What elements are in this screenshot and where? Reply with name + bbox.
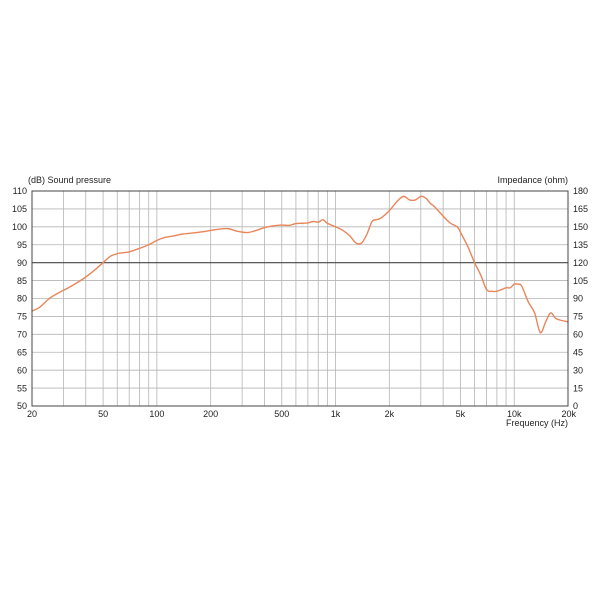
x-axis-tick-label: 1k <box>331 409 341 419</box>
right-axis-tick-label: 105 <box>573 276 588 286</box>
left-axis-tick-label: 100 <box>12 222 27 232</box>
x-axis-tick-label: 20 <box>27 409 37 419</box>
right-axis-tick-label: 15 <box>573 383 583 393</box>
x-axis-tick-label: 500 <box>274 409 289 419</box>
left-axis-label: (dB) Sound pressure <box>28 175 111 185</box>
x-axis-tick-label: 2k <box>385 409 395 419</box>
left-axis-tick-label: 50 <box>17 401 27 411</box>
right-axis-tick-label: 120 <box>573 258 588 268</box>
curve-layer <box>31 195 569 334</box>
right-axis-tick-label: 180 <box>573 186 588 196</box>
right-axis-tick-label: 45 <box>573 347 583 357</box>
x-axis-tick-label: 100 <box>149 409 164 419</box>
x-axis-tick-label: 50 <box>98 409 108 419</box>
left-axis-tick-label: 65 <box>17 347 27 357</box>
x-axis-tick-label: 20k <box>561 409 576 419</box>
right-axis-tick-label: 90 <box>573 294 583 304</box>
right-axis-tick-label: 150 <box>573 222 588 232</box>
plot-frame <box>31 190 569 407</box>
left-axis-tick-labels: 110 105 100 95 90 85 80 75 70 65 60 55 50 <box>12 186 27 411</box>
right-axis-tick-label: 165 <box>573 204 588 214</box>
right-axis-tick-label: 60 <box>573 330 583 340</box>
right-axis-label: Impedance (ohm) <box>497 175 568 185</box>
left-axis-tick-label: 85 <box>17 276 27 286</box>
left-axis-tick-label: 80 <box>17 294 27 304</box>
x-axis-tick-label: 5k <box>456 409 466 419</box>
left-axis-tick-label: 105 <box>12 204 27 214</box>
x-axis-tick-label: 200 <box>203 409 218 419</box>
x-axis-tick-labels: 20 50 100 200 500 1k 2k 5k 10k 20k <box>27 409 577 419</box>
plot-border <box>31 190 569 407</box>
left-axis-tick-label: 90 <box>17 258 27 268</box>
right-axis-tick-label: 0 <box>573 401 578 411</box>
x-axis-tick-label: 10k <box>507 409 522 419</box>
left-axis-tick-label: 70 <box>17 330 27 340</box>
right-axis-tick-label: 135 <box>573 240 588 250</box>
left-axis-tick-label: 60 <box>17 365 27 375</box>
right-axis-tick-label: 75 <box>573 312 583 322</box>
left-axis-tick-label: 55 <box>17 383 27 393</box>
sound-pressure-curve <box>31 195 569 334</box>
x-axis-label: Frequency (Hz) <box>506 418 568 428</box>
left-axis-tick-label: 75 <box>17 312 27 322</box>
right-axis-tick-label: 30 <box>573 365 583 375</box>
left-axis-tick-label: 110 <box>13 186 27 196</box>
left-axis-tick-label: 95 <box>17 240 27 250</box>
